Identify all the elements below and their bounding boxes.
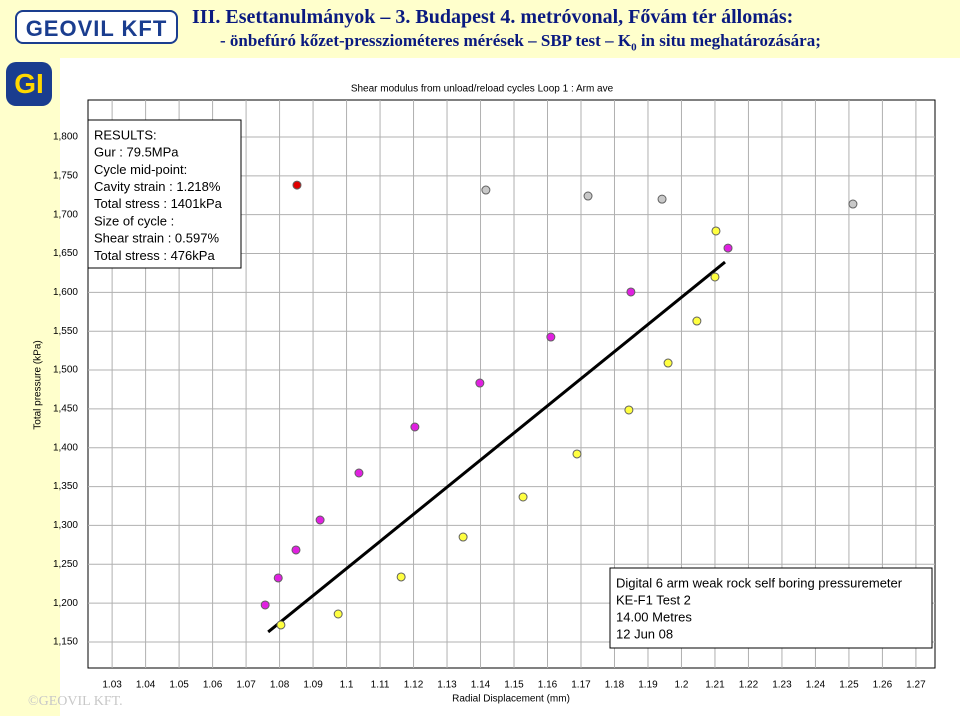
subscript: 0 (631, 41, 637, 54)
x-tick-label: 1.03 (102, 680, 122, 691)
y-tick-label: 1,700 (53, 209, 78, 220)
x-axis-label: Radial Displacement (mm) (452, 694, 570, 705)
x-tick-label: 1.22 (739, 680, 759, 691)
data-point (663, 358, 673, 368)
data-point (315, 515, 325, 525)
data-point (273, 573, 283, 583)
data-point (711, 226, 721, 236)
y-tick-label: 1,750 (53, 170, 78, 181)
info-line: 14.00 Metres (616, 609, 692, 624)
data-point (333, 609, 343, 619)
y-tick-label: 1,550 (53, 326, 78, 337)
data-point (626, 287, 636, 297)
trend-line (267, 260, 726, 634)
x-tick-label: 1.11 (371, 680, 390, 691)
data-point (723, 243, 733, 253)
results-line: Cycle mid-point: (94, 162, 187, 177)
x-tick-label: 1.07 (236, 680, 256, 691)
data-point (624, 405, 634, 415)
data-point (657, 194, 667, 204)
y-tick-label: 1,650 (53, 248, 78, 259)
data-point (546, 332, 556, 342)
subtitle-line: - önbefúró kőzet-pressziométeres mérések… (220, 31, 821, 53)
data-point (692, 316, 702, 326)
results-line: Shear strain : 0.597% (94, 231, 219, 246)
data-point (481, 185, 491, 195)
header: GEOVIL KFT III. Esettanulmányok – 3. Bud… (0, 0, 960, 56)
x-tick-label: 1.24 (806, 680, 826, 691)
x-tick-label: 1.16 (538, 680, 558, 691)
x-tick-label: 1.18 (605, 680, 625, 691)
x-tick-label: 1.26 (873, 680, 893, 691)
y-tick-label: 1,200 (53, 598, 78, 609)
y-tick-label: 1,150 (53, 637, 78, 648)
y-tick-label: 1,300 (53, 520, 78, 531)
side-logo: GI (6, 62, 52, 106)
y-tick-label: 1,400 (53, 442, 78, 453)
x-tick-label: 1.27 (906, 680, 926, 691)
results-line: Total stress : 476kPa (94, 248, 215, 263)
logo: GEOVIL KFT (15, 10, 178, 44)
y-tick-label: 1,600 (53, 287, 78, 298)
x-tick-label: 1.05 (169, 680, 189, 691)
data-point (458, 532, 468, 542)
chart-title: Shear modulus from unload/reload cycles … (351, 84, 614, 95)
y-tick-label: 1,450 (53, 404, 78, 415)
x-tick-label: 1.21 (705, 680, 725, 691)
data-point (292, 180, 302, 190)
data-point (710, 272, 720, 282)
x-tick-label: 1.17 (571, 680, 591, 691)
data-point (475, 378, 485, 388)
results-line: Gur : 79.5MPa (94, 145, 179, 160)
data-point (260, 600, 270, 610)
x-tick-label: 1.09 (303, 680, 323, 691)
y-axis-label: Total pressure (kPa) (33, 340, 44, 429)
info-box (609, 567, 933, 649)
data-point (518, 492, 528, 502)
data-point (583, 191, 593, 201)
results-line: Size of cycle : (94, 213, 174, 228)
x-tick-label: 1.12 (404, 680, 424, 691)
x-tick-label: 1.04 (136, 680, 156, 691)
info-line: KE-F1 Test 2 (616, 592, 691, 607)
y-tick-label: 1,800 (53, 132, 78, 143)
title-line: III. Esettanulmányok – 3. Budapest 4. me… (192, 6, 794, 28)
data-point (572, 449, 582, 459)
subtitle-text: in situ meghatározására; (636, 31, 821, 50)
x-tick-label: 1.1 (340, 680, 354, 691)
x-tick-label: 1.08 (270, 680, 290, 691)
results-box (87, 119, 242, 269)
y-tick-label: 1,500 (53, 365, 78, 376)
y-tick-label: 1,350 (53, 481, 78, 492)
x-tick-label: 1.23 (772, 680, 792, 691)
x-tick-label: 1.15 (504, 680, 524, 691)
data-point (848, 199, 858, 209)
data-point (396, 572, 406, 582)
info-line: 12 Jun 08 (616, 626, 673, 641)
y-tick-label: 1,250 (53, 559, 78, 570)
data-point (276, 620, 286, 630)
x-tick-label: 1.2 (675, 680, 689, 691)
data-point (410, 422, 420, 432)
results-line: RESULTS: (94, 127, 157, 142)
x-tick-label: 1.06 (203, 680, 223, 691)
subtitle-text: - önbefúró kőzet-pressziométeres mérések… (220, 31, 632, 50)
results-line: Cavity strain : 1.218% (94, 179, 221, 194)
data-point (354, 468, 364, 478)
x-tick-label: 1.13 (437, 680, 457, 691)
x-tick-label: 1.14 (471, 680, 491, 691)
footer: ©GEOVIL KFT. (28, 694, 123, 709)
x-tick-label: 1.19 (638, 680, 658, 691)
info-line: Digital 6 arm weak rock self boring pres… (616, 575, 903, 590)
x-tick-label: 1.25 (839, 680, 859, 691)
results-line: Total stress : 1401kPa (94, 196, 223, 211)
data-point (291, 545, 301, 555)
